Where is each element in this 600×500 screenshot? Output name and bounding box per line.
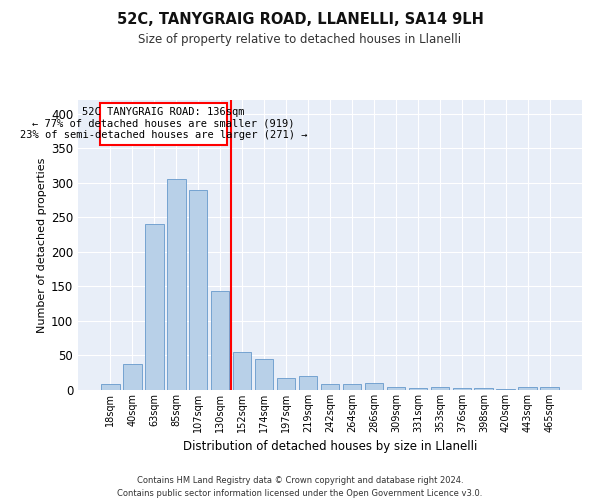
Text: Contains HM Land Registry data © Crown copyright and database right 2024.
Contai: Contains HM Land Registry data © Crown c… [118, 476, 482, 498]
Bar [145, 224, 164, 390]
Bar [320, 384, 340, 390]
Bar [496, 388, 515, 390]
Bar [211, 292, 229, 390]
Bar [518, 387, 537, 390]
Bar [255, 359, 274, 390]
Bar [541, 386, 559, 390]
Bar [299, 376, 317, 390]
Bar [101, 384, 119, 390]
Bar [386, 386, 405, 390]
Bar [343, 384, 361, 390]
Bar [409, 388, 427, 390]
Text: 52C TANYGRAIG ROAD: 136sqm: 52C TANYGRAIG ROAD: 136sqm [82, 106, 245, 117]
Bar [452, 388, 471, 390]
Bar [100, 104, 227, 145]
Bar [189, 190, 208, 390]
Bar [233, 352, 251, 390]
Y-axis label: Number of detached properties: Number of detached properties [37, 158, 47, 332]
Text: 52C, TANYGRAIG ROAD, LLANELLI, SA14 9LH: 52C, TANYGRAIG ROAD, LLANELLI, SA14 9LH [116, 12, 484, 28]
Bar [123, 364, 142, 390]
Bar [431, 387, 449, 390]
Bar [167, 180, 185, 390]
Bar [475, 388, 493, 390]
Text: ← 77% of detached houses are smaller (919): ← 77% of detached houses are smaller (91… [32, 118, 295, 128]
Bar [365, 383, 383, 390]
Text: 23% of semi-detached houses are larger (271) →: 23% of semi-detached houses are larger (… [20, 130, 307, 140]
Bar [277, 378, 295, 390]
X-axis label: Distribution of detached houses by size in Llanelli: Distribution of detached houses by size … [183, 440, 477, 454]
Text: Size of property relative to detached houses in Llanelli: Size of property relative to detached ho… [139, 32, 461, 46]
